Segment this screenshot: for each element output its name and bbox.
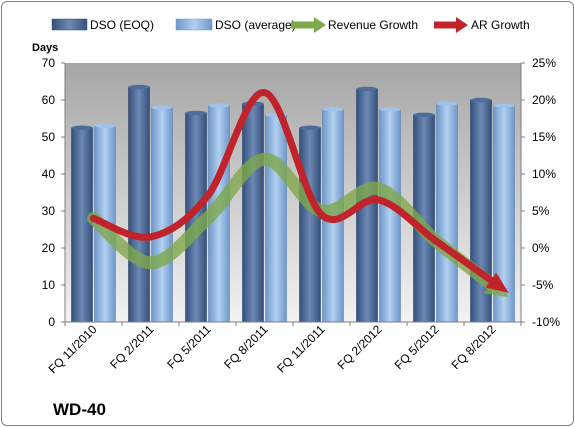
right-tick-label: 20% [532,93,556,107]
bar-dso-average-7 [436,103,458,323]
bar-cap-dso-eoq-8 [470,97,492,103]
legend-label-dso-average: DSO (average) [215,18,296,32]
legend-swatch-dso-eoq [51,18,88,31]
bars [71,84,515,323]
left-axis-ticks: 0 10 20 30 40 50 60 70 [42,56,65,329]
bar-dso-eoq-5 [299,127,321,323]
category-label: FQ 2/2012 [335,322,385,372]
bar-cap-dso-eoq-2 [128,84,150,90]
category-label: FQ 5/2011 [164,322,214,372]
left-tick-label: 0 [48,315,55,329]
bar-dso-average-4 [265,114,287,323]
category-label: FQ 5/2012 [392,322,442,372]
legend-item-revenue-growth: Revenue Growth [291,17,418,33]
left-tick-label: 30 [42,204,56,218]
bar-dso-eoq-2 [128,86,150,323]
left-tick-label: 60 [42,93,56,107]
legend: DSO (EOQ) DSO (average) Revenue Growth A… [51,17,530,33]
bar-cap-dso-average-3 [208,103,230,108]
legend-swatch-dso-average [175,18,213,31]
right-axis-ticks: -10% -5% 0% 5% 10% 15% 20% 25% [521,56,560,329]
bar-dso-average-2 [151,107,173,323]
category-label: FQ 11/2010 [46,322,100,376]
bar-cap-dso-average-6 [379,107,401,112]
arrowhead-ar-growth [485,272,509,293]
company-name: WD-40 [53,400,106,419]
legend-arrow-revenue-growth [314,17,326,33]
bar-cap-dso-average-8 [493,103,515,108]
left-tick-label: 50 [42,130,56,144]
left-tick-label: 10 [42,278,56,292]
right-tick-label: 10% [532,167,556,181]
right-tick-label: -5% [532,278,554,292]
bar-dso-eoq-4 [242,103,264,323]
bar-cap-dso-eoq-5 [299,125,321,130]
left-tick-label: 70 [42,56,56,70]
legend-item-dso-average: DSO (average) [175,18,296,32]
bar-cap-dso-average-7 [436,101,458,106]
bar-cap-dso-eoq-7 [413,112,435,118]
left-axis-title: Days [32,42,58,54]
category-labels: FQ 11/2010 FQ 2/2011 FQ 5/2011 FQ 8/2011 FQ … [46,322,522,376]
legend-label-dso-eoq: DSO (EOQ) [90,18,154,32]
right-tick-label: -10% [532,315,560,329]
right-tick-label: 25% [532,56,556,70]
bar-cap-dso-average-5 [322,107,344,112]
bar-cap-dso-average-1 [94,123,116,129]
legend-label-ar-growth: AR Growth [471,18,530,32]
right-tick-label: 15% [532,130,556,144]
bar-cap-dso-eoq-3 [185,110,207,116]
legend-item-ar-growth: AR Growth [434,17,530,33]
line-ar-growth [90,89,496,285]
bar-dso-average-6 [379,108,401,323]
legend-item-dso-eoq: DSO (EOQ) [51,18,154,32]
category-label: FQ 11/2011 [274,322,328,376]
legend-arrow-ar-growth [456,17,468,33]
growth-lines [87,89,509,298]
bar-cap-dso-eoq-1 [71,125,93,130]
left-tick-label: 20 [42,241,56,255]
right-tick-label: 0% [532,241,550,255]
bar-cap-dso-eoq-6 [356,86,378,92]
right-tick-label: 5% [532,204,550,218]
bar-cap-dso-average-2 [151,105,173,110]
category-label: FQ 2/2011 [107,322,157,372]
category-label: FQ 8/2011 [221,322,271,372]
left-tick-label: 40 [42,167,56,181]
bar-dso-eoq-1 [71,127,93,323]
category-label: FQ 8/2012 [449,322,499,372]
legend-label-revenue-growth: Revenue Growth [328,18,418,32]
